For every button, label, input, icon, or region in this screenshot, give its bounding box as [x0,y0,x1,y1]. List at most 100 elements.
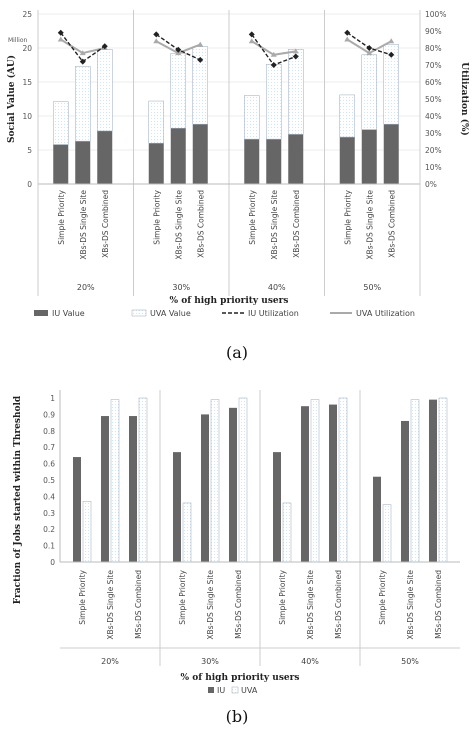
bar-iu [129,416,137,562]
marker-iu-utilization [248,31,255,38]
y-tick-label: 0.6 [43,460,55,469]
bar-uva-value [361,54,377,130]
marker-uva-utilization [248,38,255,44]
bar-iu-value [339,137,355,184]
y-tick-label: 15 [22,78,32,87]
category-label: Simple Priority [248,189,257,244]
y2-tick-label: 50% [425,95,442,104]
y-tick-label: 0.2 [43,525,55,534]
category-label: Simple Priority [57,189,66,244]
bar-iu-value [97,130,113,184]
chart-a: Million 0 5 10 15 20 25 0% 10% 20% 30% 40% 50% 60% 70%… [6,10,470,318]
y-tick-label: 0.9 [43,410,55,419]
y-tick-label: 0.7 [43,443,55,452]
marker-uva-utilization [366,50,373,56]
group-label: 50% [363,283,381,292]
legend-swatch-iu [208,687,214,693]
y-axis-title: Social Value (AU) [6,55,17,143]
y2-axis-title: Utilization (%) [459,62,470,136]
bar-uva [238,397,248,563]
legend-label: IU Value [52,309,85,318]
bar-iu [401,420,409,562]
bar-iu [73,457,81,562]
bar-iu-value [75,141,91,184]
marker-iu-utilization [366,45,373,51]
legend-label: UVA Value [150,309,191,318]
legend-label: IU [217,686,225,695]
caption-b: (b) [226,707,249,726]
bar-uva [210,399,220,563]
legend-label: IU Utilization [248,309,299,318]
group-label: 40% [268,283,286,292]
category-label: MSs-DS Combined [134,570,143,639]
y-tick-label: 5 [27,146,32,155]
category-label: MSs-DS Combined [434,570,443,639]
category-label: XBs-DS Single Site [365,190,374,260]
group-label: 50% [401,657,419,666]
bar-iu [329,404,337,562]
y-tick-label: 20 [22,44,32,53]
category-label: XBs-DS Single Site [270,190,279,260]
category-label: XBs-DS Combined [196,190,205,258]
category-label: XBs-DS Single Site [206,570,215,640]
y-axis-title: Fraction of Jobs started within Threshol… [13,395,23,604]
category-label: XBs-DS Single Site [406,570,415,640]
bar-uva-value [339,94,355,138]
y-tick-label: 1 [50,394,55,403]
category-label: Simple Priority [152,189,161,244]
y2-tick-label: 60% [425,78,442,87]
y2-tick-label: 70% [425,61,442,70]
marker-iu-utilization [292,53,299,60]
marker-uva-utilization [79,50,86,56]
x-axis-title: % of high priority users [170,296,289,306]
marker-uva-utilization [197,41,204,47]
legend-swatch-uva-value [131,309,147,317]
legend-label: UVA [241,686,258,695]
y2-tick-label: 30% [425,129,442,138]
marker-uva-utilization [270,51,277,57]
y-tick-label: 0.5 [43,476,55,485]
bar-uva-value [53,101,69,145]
y-tick-label: 0 [27,180,32,189]
x-axis-title: % of high priority users [181,673,300,683]
category-label: Simple Priority [178,569,187,624]
marker-uva-utilization [344,36,351,42]
bar-iu [373,476,381,562]
y-tick-label: 0.3 [43,509,55,518]
y-tick-label: 10 [22,112,32,121]
y2-tick-label: 90% [425,27,442,36]
group-label: 30% [201,657,219,666]
y-tick-label: 0.1 [43,542,55,551]
bar-uva [382,504,392,563]
bar-uva [438,397,448,563]
category-label: XBs-DS Combined [101,190,110,258]
bar-iu-value [266,139,282,184]
legend-swatch-uva [231,686,239,694]
marker-iu-utilization [344,29,351,36]
bar-iu [101,416,109,562]
y2-tick-label: 0% [425,180,437,189]
marker-iu-utilization [79,58,86,65]
category-label: Simple Priority [278,569,287,624]
bar-iu-value [244,139,260,184]
y-tick-label: 0.4 [43,492,55,501]
category-label: MSs-DS Combined [234,570,243,639]
bar-iu-value [192,124,208,184]
bar-uva [82,501,92,563]
group-label: 30% [172,283,190,292]
y-tick-label: 25 [22,10,32,19]
bar-uva [282,502,292,563]
y-tick-label: 0 [50,558,55,567]
category-label: XBs-DS Single Site [306,570,315,640]
bar-uva-value [75,66,91,142]
bar-iu [273,452,281,562]
category-label: MSs-DS Combined [334,570,343,639]
category-label: XBs-DS Combined [292,190,301,258]
chart-b: 0 0.1 0.2 0.3 0.4 0.5 0.6 0.7 0.8 0.9 1 Fraction of… [13,390,460,695]
category-label: Simple Priority [343,189,352,244]
marker-uva-utilization [388,38,395,44]
bar-iu [173,452,181,562]
bar-iu-value [383,124,399,184]
bar-uva-value [244,95,260,140]
marker-iu-utilization [101,43,108,50]
